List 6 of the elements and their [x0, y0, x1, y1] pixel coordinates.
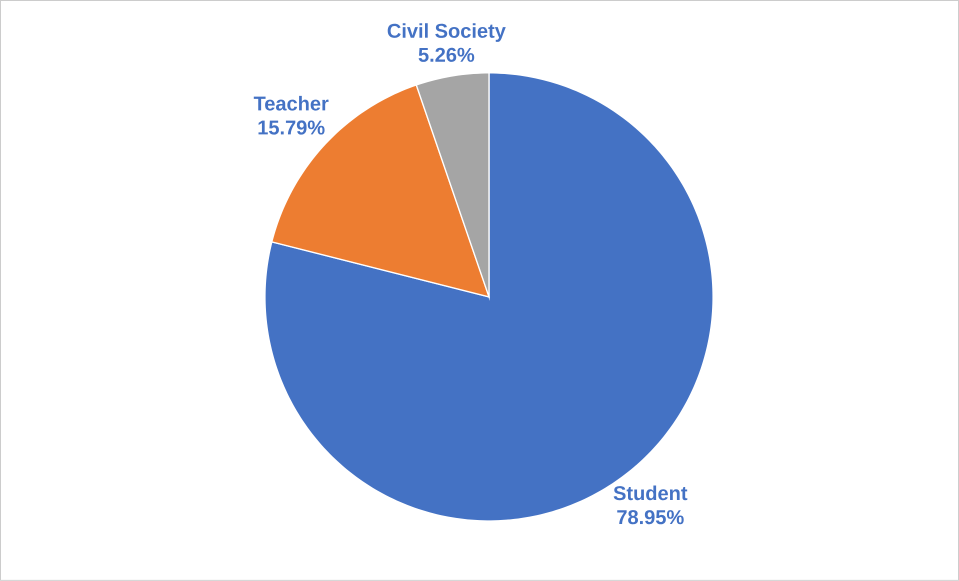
- slice-label: Teacher: [254, 96, 329, 111]
- data-label: 78.95%: [617, 510, 684, 524]
- data-label: 5.26%: [418, 48, 474, 62]
- slice-label: Student: [614, 486, 688, 500]
- slice-label: Civil Society: [388, 23, 506, 42]
- data-label: 15.79%: [258, 120, 325, 135]
